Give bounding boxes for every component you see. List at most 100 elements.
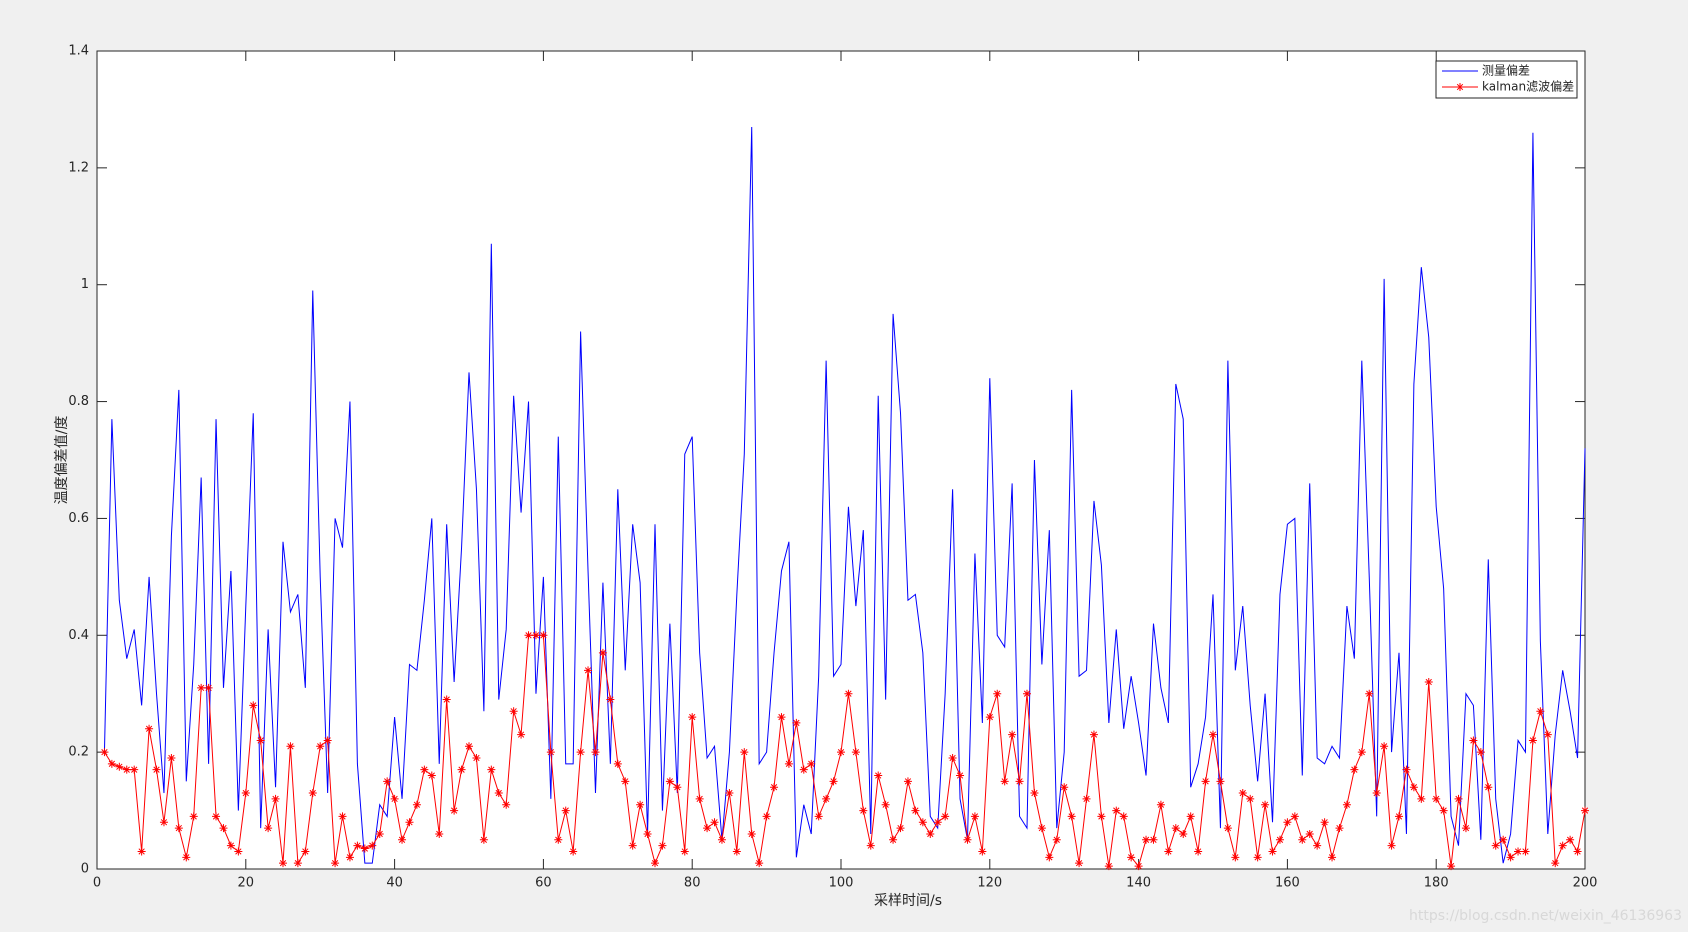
data-marker	[152, 765, 161, 774]
plot-area	[96, 50, 1586, 870]
x-tick-label: 100	[829, 876, 854, 891]
y-tick-label: 0	[81, 862, 89, 877]
data-marker	[1551, 859, 1560, 868]
data-line	[104, 634, 1586, 868]
data-marker	[1067, 812, 1076, 821]
data-marker	[1432, 794, 1441, 803]
x-tick-label: 80	[684, 876, 701, 891]
data-marker	[234, 847, 243, 856]
data-marker	[420, 765, 429, 774]
data-marker	[799, 765, 808, 774]
data-marker	[1581, 806, 1589, 815]
data-marker	[1335, 824, 1344, 833]
data-marker	[643, 829, 652, 838]
data-marker	[427, 771, 436, 780]
data-marker	[1328, 853, 1337, 862]
data-marker	[911, 806, 920, 815]
data-marker	[814, 812, 823, 821]
data-marker	[442, 695, 451, 704]
x-tick-label: 200	[1573, 876, 1598, 891]
data-marker	[1179, 829, 1188, 838]
data-marker	[1171, 824, 1180, 833]
data-marker	[933, 818, 942, 827]
data-marker	[450, 806, 459, 815]
data-marker	[874, 771, 883, 780]
data-marker	[1543, 730, 1552, 739]
data-marker	[561, 806, 570, 815]
data-marker	[918, 818, 927, 827]
data-marker	[1194, 847, 1203, 856]
data-marker	[1484, 783, 1493, 792]
data-marker	[226, 841, 235, 850]
data-marker	[167, 753, 176, 762]
data-marker	[628, 841, 637, 850]
data-marker	[539, 631, 548, 640]
data-marker	[189, 812, 198, 821]
legend-label: kalman滤波偏差	[1482, 79, 1574, 94]
data-marker	[1030, 789, 1039, 798]
data-marker	[1186, 812, 1195, 821]
data-marker	[770, 783, 779, 792]
data-marker	[621, 777, 630, 786]
data-marker	[762, 812, 771, 821]
data-marker	[1216, 777, 1225, 786]
data-marker	[487, 765, 496, 774]
data-marker	[1275, 835, 1284, 844]
data-marker	[1201, 777, 1210, 786]
data-marker	[1290, 812, 1299, 821]
data-marker	[1439, 806, 1448, 815]
data-marker	[331, 859, 340, 868]
data-marker	[390, 794, 399, 803]
data-marker	[1142, 835, 1151, 844]
data-marker	[576, 748, 585, 757]
data-marker	[725, 789, 734, 798]
data-marker	[1320, 818, 1329, 827]
data-marker	[591, 748, 600, 757]
data-marker	[1112, 806, 1121, 815]
data-marker	[1409, 783, 1418, 792]
data-marker	[1097, 812, 1106, 821]
data-marker	[1454, 794, 1463, 803]
data-marker	[985, 713, 994, 722]
data-marker	[1499, 835, 1508, 844]
data-marker	[137, 847, 146, 856]
data-marker	[926, 829, 935, 838]
data-marker	[531, 631, 540, 640]
data-marker	[784, 759, 793, 768]
data-marker	[1223, 824, 1232, 833]
data-marker	[1417, 794, 1426, 803]
data-marker	[1342, 800, 1351, 809]
data-marker	[174, 824, 183, 833]
data-marker	[345, 853, 354, 862]
data-marker	[1491, 841, 1500, 850]
y-tick-label: 0.2	[68, 745, 89, 760]
data-marker	[398, 835, 407, 844]
x-tick-label: 140	[1126, 876, 1151, 891]
data-marker	[941, 812, 950, 821]
data-marker	[122, 765, 131, 774]
data-marker	[1573, 847, 1582, 856]
data-marker	[159, 818, 168, 827]
data-marker	[777, 713, 786, 722]
data-marker	[1461, 824, 1470, 833]
data-marker	[1246, 794, 1255, 803]
data-marker	[517, 730, 526, 739]
data-marker	[807, 759, 816, 768]
data-marker	[509, 707, 518, 716]
data-marker	[695, 794, 704, 803]
data-marker	[479, 835, 488, 844]
data-marker	[1387, 841, 1396, 850]
data-marker	[219, 824, 228, 833]
data-marker	[368, 841, 377, 850]
y-tick-label: 0.4	[68, 628, 89, 643]
data-marker	[1008, 730, 1017, 739]
data-marker	[822, 794, 831, 803]
data-marker	[204, 683, 213, 692]
data-marker	[271, 794, 280, 803]
data-marker	[1350, 765, 1359, 774]
data-marker	[554, 835, 563, 844]
data-marker	[1209, 730, 1217, 739]
y-tick-label: 0.6	[68, 511, 89, 526]
